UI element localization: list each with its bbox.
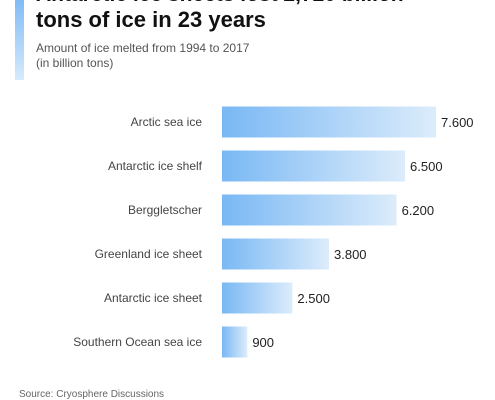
value-label: 6.500 [410,159,443,174]
bar-1 [222,150,406,182]
category-label: Antarctic ice sheet [104,291,203,305]
bar-5 [222,326,248,358]
title-partial: Antarctic ice sheets lost 2,720 billion [36,0,404,8]
value-label: 6.200 [402,203,435,218]
category-label: Antarctic ice shelf [108,159,203,173]
bar-4 [222,282,293,314]
category-label: Southern Ocean sea ice [73,335,202,349]
bars-group: Arctic sea ice 7.600 Antarctic ice shelf 6.… [73,106,474,358]
source-note: Source: Cryosphere Discussions [19,389,165,400]
chart-subtitle: Amount of ice melted from 1994 to 2017 (… [36,41,249,71]
value-label: 2.500 [297,291,330,306]
category-label: Greenland ice sheet [95,247,203,261]
category-label: Berggletscher [128,203,202,217]
bar-2 [222,194,397,226]
value-label: 3.800 [334,247,367,262]
chart-title: tons of ice in 23 years [36,7,266,32]
category-label: Arctic sea ice [131,115,203,129]
value-label: 900 [252,335,274,350]
subtitle-line-2: (in billion tons) [36,56,114,70]
subtitle-line-1: Amount of ice melted from 1994 to 2017 [36,41,250,55]
value-label: 7.600 [441,115,474,130]
accent-bar [15,0,24,80]
bar-0 [222,106,436,138]
bar-3 [222,238,329,270]
